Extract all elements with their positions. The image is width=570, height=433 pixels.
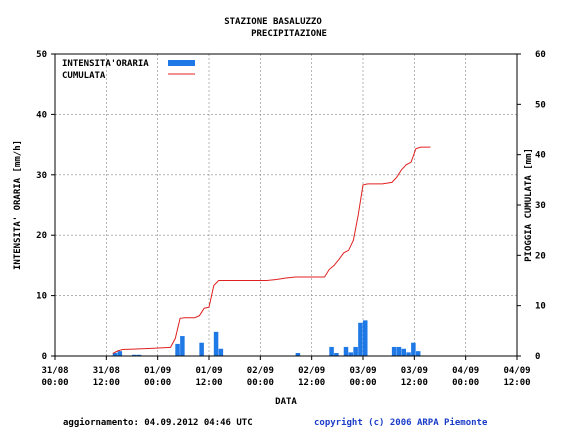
right-axis-tick-label: 40	[535, 151, 546, 161]
legend-label-cumulative: CUMULATA	[62, 71, 106, 81]
intensity-bar	[406, 352, 411, 356]
left-axis-tick-label: 30	[36, 171, 47, 181]
x-axis-tick-time: 00:00	[349, 378, 376, 388]
right-axis-label: PIOGGIA CUMULATA [mm]	[524, 148, 534, 262]
intensity-bar	[334, 352, 339, 356]
x-axis-label: DATA	[275, 397, 297, 407]
right-axis-tick-label: 30	[535, 201, 546, 211]
intensity-bar	[112, 352, 118, 356]
x-axis-tick-date: 04/09	[503, 366, 530, 376]
last-update-text: aggiornamento: 04.09.2012 04:46 UTC	[63, 418, 253, 428]
right-axis-tick-label: 0	[535, 352, 540, 362]
intensity-bar	[415, 351, 421, 356]
x-axis-tick-time: 00:00	[41, 378, 68, 388]
x-axis-tick-date: 01/09	[144, 366, 171, 376]
intensity-bar	[358, 322, 363, 356]
right-axis-tick-label: 60	[535, 50, 546, 60]
x-axis-tick-date: 04/09	[452, 366, 479, 376]
right-axis-tick-label: 20	[535, 251, 546, 261]
intensity-bar	[213, 331, 219, 356]
intensity-bar	[132, 354, 137, 356]
intensity-bar	[401, 348, 407, 356]
copyright-text: copyright (c) 2006 ARPA Piemonte	[314, 418, 488, 428]
x-axis-tick-time: 00:00	[452, 378, 479, 388]
intensity-bar	[353, 346, 358, 356]
intensity-bar	[180, 336, 185, 356]
x-axis-tick-date: 01/09	[195, 366, 222, 376]
intensity-bar	[396, 346, 402, 356]
intensity-bar	[175, 343, 180, 356]
intensity-bar	[348, 352, 354, 356]
right-axis-tick-label: 50	[535, 100, 546, 110]
legend: INTENSITA'ORARIA CUMULATA	[62, 59, 195, 81]
intensity-bar	[295, 352, 301, 356]
x-axis-tick-time: 12:00	[93, 378, 120, 388]
left-axis-tick-label: 0	[42, 352, 47, 362]
x-axis-tick-time: 12:00	[401, 378, 428, 388]
intensity-bar	[136, 354, 142, 356]
intensity-bar	[218, 348, 224, 356]
right-axis-ticks: 0 10 20 30 40 50 60	[517, 50, 546, 362]
intensity-bar	[329, 346, 334, 356]
x-axis-tick-time: 00:00	[144, 378, 171, 388]
legend-label-intensity: INTENSITA'ORARIA	[62, 59, 149, 69]
x-axis-tick-date: 31/08	[93, 366, 120, 376]
intensity-bar	[391, 346, 397, 356]
x-axis-tick-date: 03/09	[349, 366, 376, 376]
x-axis-tick-time: 12:00	[195, 378, 222, 388]
left-axis-tick-label: 40	[36, 110, 47, 120]
x-axis-tick-date: 02/09	[298, 366, 325, 376]
intensity-bar	[363, 320, 368, 356]
intensity-bar	[117, 351, 123, 356]
cumulative-line-group	[112, 146, 431, 354]
plot-frame	[54, 53, 518, 357]
intensity-bar	[411, 342, 416, 356]
x-axis-tick-date: 31/08	[41, 366, 68, 376]
left-axis-ticks: 0 10 20 30 40 50	[36, 50, 55, 362]
x-axis-tick-time: 00:00	[247, 378, 274, 388]
chart-title-line1: STAZIONE BASALUZZO	[224, 17, 322, 27]
intensity-bars	[112, 320, 421, 356]
cumulative-line	[112, 146, 431, 354]
left-axis-tick-label: 50	[36, 50, 47, 60]
left-axis-label: INTENSITA' ORARIA [mm/h]	[13, 140, 23, 270]
left-axis-tick-label: 20	[36, 231, 47, 241]
x-axis-ticks: 31/08 00:00 31/08 12:00 01/09 00:00 01/09 12:00…	[41, 356, 531, 388]
x-axis-tick-date: 03/09	[401, 366, 428, 376]
left-axis-tick-label: 10	[36, 292, 47, 302]
chart-title-line2: PRECIPITAZIONE	[251, 29, 327, 39]
x-axis-tick-time: 12:00	[503, 378, 530, 388]
gridlines	[55, 54, 517, 356]
intensity-bar	[199, 342, 204, 356]
x-axis-tick-date: 02/09	[247, 366, 274, 376]
x-axis-tick-time: 12:00	[298, 378, 325, 388]
right-axis-tick-label: 10	[535, 302, 546, 312]
intensity-bar	[343, 346, 349, 356]
legend-swatch-intensity	[168, 60, 195, 66]
